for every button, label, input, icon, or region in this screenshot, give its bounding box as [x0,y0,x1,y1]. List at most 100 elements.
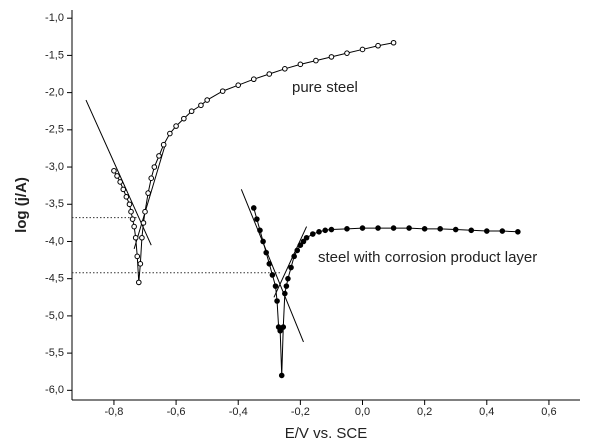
x-tick-label: 0,2 [417,406,432,418]
x-tick-label: -0,6 [167,406,186,418]
tafel-line [273,226,308,298]
point [375,42,381,49]
point [117,179,123,185]
point [283,283,290,289]
point [204,97,210,103]
point [274,298,280,304]
point [137,260,144,267]
point [156,153,162,159]
point [344,226,350,232]
tafel-line [133,144,166,250]
point [483,228,490,234]
point [303,234,310,241]
x-tick-label: 0,0 [355,406,370,418]
point [359,225,366,231]
x-tick-label: -0,4 [229,406,248,418]
y-tick-label: -3,5 [45,198,64,210]
point [140,220,147,226]
point [114,173,120,179]
point [297,242,304,248]
y-tick-label: -1,5 [45,49,64,61]
y-tick-label: -5,5 [45,347,64,359]
point [136,279,142,286]
point [266,260,273,267]
point [120,186,127,193]
x-tick-label: 0,6 [541,406,556,418]
point [288,264,294,271]
point [297,61,304,68]
point [148,175,155,182]
point [421,226,428,232]
point [181,115,187,122]
point [328,54,335,60]
point [322,227,329,234]
point [128,208,134,215]
point [277,327,283,334]
point [266,71,273,77]
point [282,65,288,72]
point [499,228,506,234]
y-tick-label: -2,5 [45,124,64,136]
point [250,76,257,83]
point [437,226,443,232]
point [131,223,137,230]
x-tick-label: 0,4 [479,406,494,418]
point [375,225,381,231]
point [272,283,279,289]
point [280,324,287,330]
point [198,102,204,109]
tafel-line [240,189,304,343]
y-tick-label: -1,0 [45,12,64,24]
point [452,226,459,233]
point [300,238,307,245]
point [188,108,195,115]
y-tick-label: -2,0 [45,87,64,99]
y-tick-label: -4,0 [45,235,64,247]
point [257,227,263,234]
point [269,272,276,278]
point [123,194,130,200]
point [167,130,173,137]
annotation: pure steel [292,79,358,96]
x-tick-label: -0,2 [291,406,310,418]
point [468,227,475,234]
point [219,88,226,94]
point [515,228,521,235]
point [235,82,242,88]
point [145,190,151,196]
point [406,225,412,231]
tafel-line [85,99,152,246]
point [254,216,260,222]
y-tick-label: -4,5 [45,273,64,285]
point [111,167,117,174]
point [134,253,141,260]
point [126,201,133,208]
point [316,228,322,235]
point [285,275,291,282]
point [282,290,288,297]
point [263,249,269,256]
point [390,225,397,231]
point [278,372,285,379]
point [260,238,266,245]
point [344,50,350,56]
point [309,231,316,237]
point [132,234,139,241]
point [359,46,366,53]
point [129,216,136,222]
x-axis-label: E/V vs. SCE [285,425,368,442]
y-tick-label: -3,0 [45,161,64,173]
point [313,57,319,64]
point [160,141,167,148]
y-tick-label: -5,0 [45,310,64,322]
x-tick-label: -0,8 [104,406,123,418]
series-line [253,207,518,376]
point [139,234,145,241]
point [294,247,301,254]
point [328,226,335,233]
point [142,208,148,215]
point [151,164,158,170]
y-tick-label: -6,0 [45,384,64,396]
point [173,123,179,129]
